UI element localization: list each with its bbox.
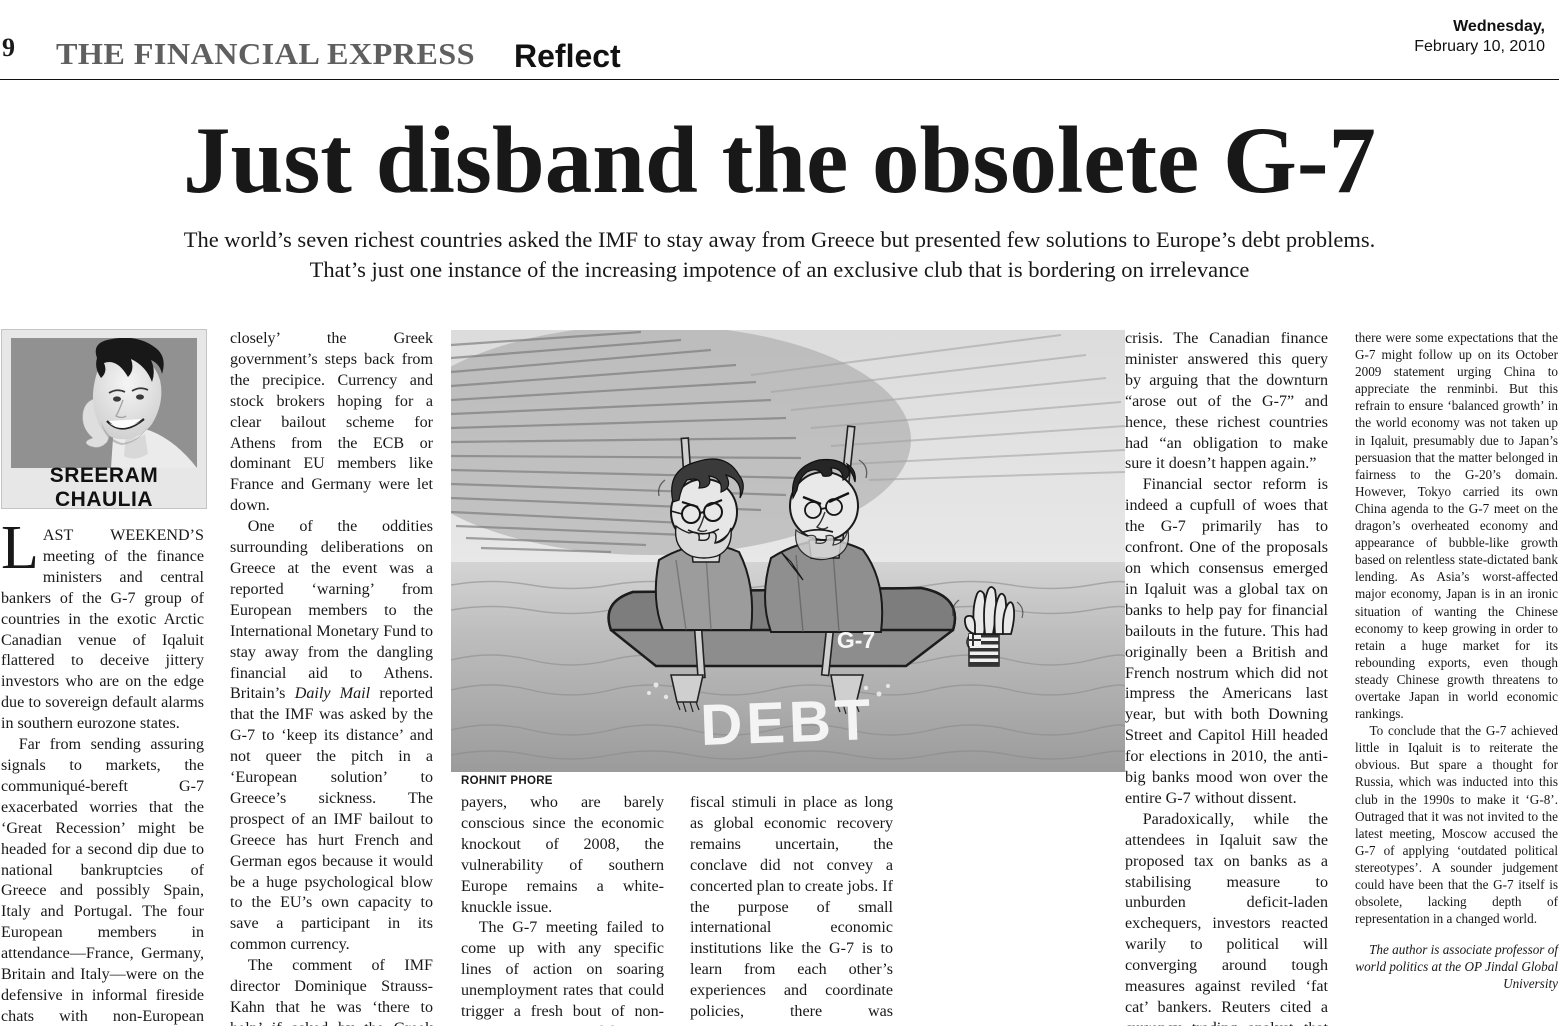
svg-text:G-7: G-7 [837,627,875,653]
svg-text:DEBT: DEBT [699,687,875,758]
